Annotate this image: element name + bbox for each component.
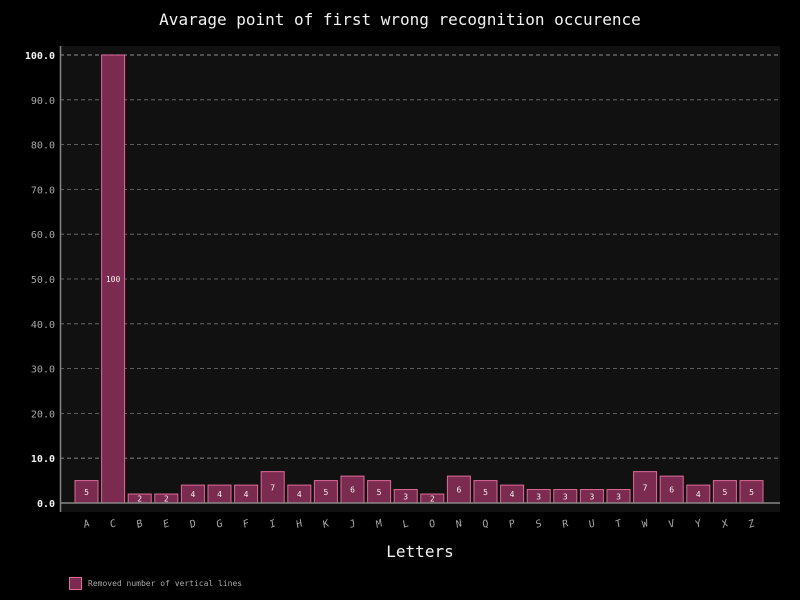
grid-lines [60, 54, 780, 459]
bar-value-label: 4 [244, 490, 249, 499]
x-tick-label: G [215, 518, 224, 530]
bar-value-label: 4 [217, 490, 222, 499]
x-tick-label: K [320, 518, 331, 531]
legend: Removed number of vertical lines [69, 577, 242, 590]
bar-value-label: 5 [722, 488, 727, 497]
x-tick-label: E [162, 518, 171, 530]
x-tick-label: I [268, 518, 277, 530]
x-tick-label: C [109, 518, 118, 530]
legend-label: Removed number of vertical lines [88, 579, 243, 588]
x-tick-label: Y [694, 518, 704, 531]
y-tick-label: 40.0 [31, 320, 55, 331]
bar-value-label: 2 [137, 495, 142, 504]
y-tick-label: 10.0 [31, 454, 55, 465]
legend-swatch [69, 577, 82, 590]
y-tick-label: 30.0 [31, 365, 55, 376]
x-tick-label: D [187, 518, 197, 531]
y-tick-label: 90.0 [31, 96, 55, 107]
y-tick-label: 20.0 [31, 409, 55, 420]
x-axis-label: Letters [386, 542, 454, 561]
x-tick-label: J [347, 518, 357, 531]
x-tick-label: R [561, 518, 570, 530]
bar-value-label: 5 [323, 488, 328, 497]
bar-value-label: 4 [696, 490, 701, 499]
bar-value-label: 5 [749, 488, 754, 497]
x-tick-label: W [641, 518, 651, 531]
bar-value-label: 5 [377, 488, 382, 497]
bar-value-label: 5 [483, 488, 488, 497]
x-tick-label: H [294, 518, 305, 531]
x-tick-label: F [242, 518, 252, 531]
x-tick-label: M [374, 518, 385, 531]
y-tick-label: 80.0 [31, 141, 55, 152]
x-tick-label: B [135, 518, 144, 530]
bar-value-label: 6 [350, 486, 355, 495]
bar-value-labels: 5 100 2 2 4 4 4 7 4 5 6 5 3 2 6 5 4 3 3 3 3 7 6 4 5 5 [84, 275, 754, 504]
bar-value-label: 7 [643, 483, 648, 492]
x-tick-label: L [401, 518, 410, 530]
x-tick-label: T [614, 518, 624, 531]
x-tick-label: Z [746, 518, 757, 531]
bar-value-label: 7 [270, 483, 275, 492]
x-tick-label: P [508, 518, 517, 530]
bar-value-label: 4 [190, 490, 195, 499]
bar-value-label: 3 [563, 492, 568, 501]
bar-value-label: 3 [589, 492, 594, 501]
bar-value-label: 4 [510, 490, 515, 499]
bar-value-label: 100 [106, 275, 121, 284]
y-tick-label: 100.0 [25, 51, 55, 62]
bar-value-label: 5 [84, 488, 89, 497]
y-tick-label: 50.0 [31, 275, 55, 286]
x-tick-label: X [719, 518, 730, 531]
bar-value-label: 3 [536, 492, 541, 501]
y-tick-labels: 0.0 10.0 20.0 30.0 40.0 50.0 60.0 70.0 80.0 90.0 1… [25, 51, 55, 510]
bar-value-label: 2 [164, 495, 169, 504]
bar-value-label: 2 [430, 495, 435, 504]
y-tick-label: 70.0 [31, 185, 55, 196]
bar-value-label: 6 [456, 486, 461, 495]
bar-value-label: 6 [669, 486, 674, 495]
y-tick-label: 0.0 [37, 499, 55, 510]
x-tick-label: Q [481, 518, 490, 530]
x-tick-label: N [453, 518, 464, 531]
y-tick-label: 60.0 [31, 230, 55, 241]
x-tick-label: U [587, 518, 597, 531]
bar-value-label: 4 [297, 490, 302, 499]
x-tick-label: O [428, 518, 437, 530]
bars [74, 54, 764, 504]
x-tick-label: V [667, 518, 677, 531]
bar-value-label: 3 [403, 492, 408, 501]
bar-value-label: 3 [616, 492, 621, 501]
x-tick-label: S [534, 518, 543, 530]
x-tick-label: A [81, 518, 91, 531]
chart-title: Avarage point of first wrong recognition… [159, 10, 641, 29]
